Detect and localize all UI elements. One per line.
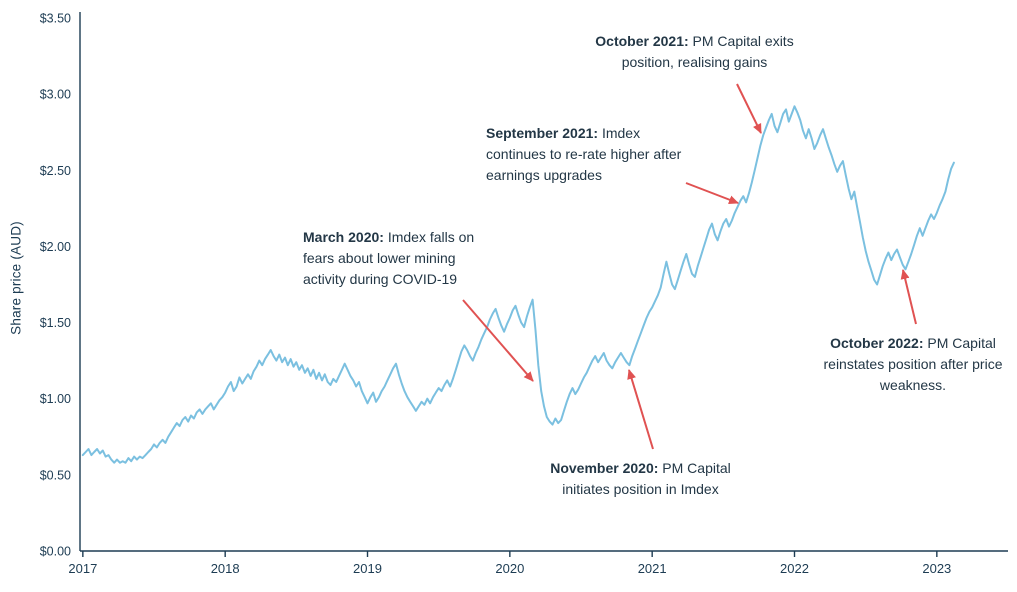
x-tick-label: 2019 [353,561,382,576]
x-tick-label: 2017 [68,561,97,576]
annotation-arrow [627,369,654,450]
annotation-date: March 2020: [303,229,384,245]
x-tick-label: 2023 [922,561,951,576]
annotation-september-2021: September 2021: Imdex continues to re-ra… [486,123,686,186]
y-tick-label: $3.50 [40,12,71,26]
price-line [81,105,955,464]
annotation-arrow [900,269,917,325]
x-tick-label: 2021 [638,561,667,576]
y-tick-label: $0.50 [40,468,71,482]
annotation-date: October 2022: [830,335,924,351]
y-tick-label: $3.00 [40,88,71,102]
y-tick-label: $0.00 [40,545,71,559]
annotation-october-2022: October 2022: PM Capital reinstates posi… [818,333,1008,396]
annotation-text: PM Capital initiates position in Imdex [562,460,731,497]
annotation-date: October 2021: [595,33,689,49]
y-axis-title: Share price (AUD) [8,221,24,335]
y-tick-label: $1.00 [40,392,71,406]
y-tick-label: $2.50 [40,164,71,178]
x-tick-label: 2022 [780,561,809,576]
annotation-date: November 2020: [550,460,659,476]
annotation-arrow [736,83,762,134]
annotation-march-2020: March 2020: Imdex falls on fears about l… [303,227,493,290]
annotation-arrow [462,299,534,382]
annotation-text: Imdex continues to re-rate higher after … [486,125,682,183]
y-tick-label: $2.00 [40,240,71,254]
x-tick-label: 2018 [211,561,240,576]
x-tick-label: 2020 [495,561,524,576]
annotation-october-2021: October 2021: PM Capital exits position,… [592,31,797,73]
annotation-text: PM Capital reinstates position after pri… [823,335,1003,393]
annotation-text: Imdex falls on fears about lower mining … [303,229,475,287]
annotation-november-2020: November 2020: PM Capital initiates posi… [543,458,738,500]
annotation-text: PM Capital exits position, realising gai… [621,33,794,70]
annotation-arrow [685,182,739,204]
annotation-date: September 2021: [486,125,599,141]
y-tick-label: $1.50 [40,316,71,330]
